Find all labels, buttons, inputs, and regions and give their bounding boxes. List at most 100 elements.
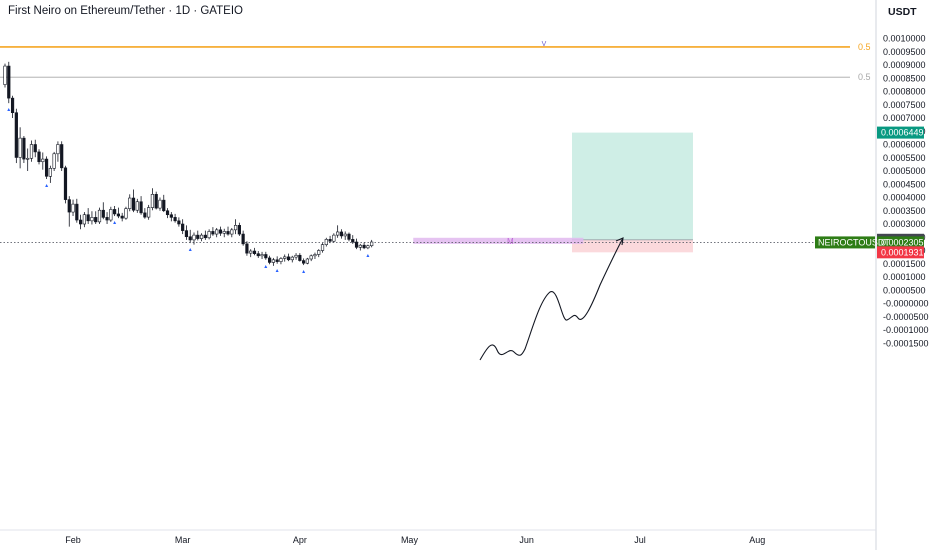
candle[interactable]	[215, 229, 219, 235]
candle[interactable]	[286, 256, 291, 261]
candle[interactable]	[199, 234, 204, 239]
candle[interactable]	[90, 217, 94, 222]
candle[interactable]	[294, 254, 298, 258]
candle[interactable]	[135, 201, 139, 211]
candle[interactable]	[298, 254, 302, 261]
candle[interactable]	[116, 213, 120, 217]
axis-currency-label[interactable]: USDT	[888, 6, 917, 18]
candle[interactable]	[18, 137, 22, 158]
candle[interactable]	[196, 234, 200, 239]
candle[interactable]	[309, 255, 313, 260]
candle[interactable]	[336, 231, 340, 236]
candle[interactable]	[3, 65, 7, 85]
candle[interactable]	[169, 214, 173, 218]
candle[interactable]	[14, 112, 18, 158]
candle[interactable]	[192, 234, 196, 241]
candle[interactable]	[105, 217, 109, 221]
candle[interactable]	[203, 234, 207, 239]
candle[interactable]	[233, 225, 238, 231]
candle[interactable]	[279, 258, 283, 262]
candle[interactable]	[101, 209, 105, 218]
candle[interactable]	[267, 257, 272, 263]
projection-path[interactable]	[479, 237, 624, 361]
candle[interactable]	[60, 144, 64, 169]
candle[interactable]	[22, 137, 26, 160]
candle[interactable]	[71, 203, 75, 213]
candle[interactable]	[256, 253, 260, 257]
range-box[interactable]	[413, 237, 584, 244]
candle[interactable]	[328, 239, 332, 242]
candle[interactable]	[56, 144, 60, 155]
candle[interactable]	[147, 207, 151, 218]
candle[interactable]	[264, 254, 268, 259]
candle[interactable]	[173, 217, 177, 222]
candle[interactable]	[324, 239, 328, 245]
candle[interactable]	[366, 245, 370, 249]
candle[interactable]	[143, 212, 147, 218]
candle[interactable]	[63, 167, 68, 200]
candle[interactable]	[320, 244, 325, 251]
candle[interactable]	[131, 197, 136, 211]
candle[interactable]	[351, 239, 355, 243]
candle[interactable]	[339, 231, 344, 237]
candle[interactable]	[150, 194, 155, 208]
candle[interactable]	[41, 158, 45, 163]
candle[interactable]	[358, 244, 362, 248]
candle[interactable]	[343, 233, 347, 237]
candle[interactable]	[271, 259, 275, 263]
candle[interactable]	[113, 209, 117, 215]
candle[interactable]	[162, 199, 166, 212]
candle[interactable]	[184, 230, 189, 238]
candle[interactable]	[283, 256, 287, 259]
candle[interactable]	[317, 250, 321, 255]
candle[interactable]	[207, 231, 211, 239]
candle[interactable]	[226, 231, 230, 235]
candle[interactable]	[260, 254, 264, 257]
candle[interactable]	[75, 203, 79, 221]
candle[interactable]	[218, 229, 223, 234]
candle[interactable]	[188, 236, 192, 241]
candle[interactable]	[120, 215, 124, 219]
candle[interactable]	[354, 241, 359, 248]
candle[interactable]	[313, 254, 317, 257]
candle[interactable]	[230, 229, 234, 235]
candle[interactable]	[158, 199, 162, 209]
candle[interactable]	[29, 144, 34, 159]
candle[interactable]	[124, 208, 128, 219]
candle[interactable]	[332, 234, 336, 242]
stop-zone[interactable]	[572, 239, 693, 253]
candle[interactable]	[10, 97, 15, 113]
candle[interactable]	[94, 217, 98, 223]
candle[interactable]	[139, 201, 143, 214]
candle[interactable]	[26, 157, 30, 160]
candle[interactable]	[7, 65, 11, 99]
candle[interactable]	[370, 241, 374, 247]
candle[interactable]	[79, 219, 83, 225]
target-zone[interactable]	[572, 132, 693, 240]
candle[interactable]	[37, 151, 41, 163]
candle[interactable]	[290, 256, 294, 261]
candle[interactable]	[362, 244, 366, 249]
candle[interactable]	[52, 153, 56, 169]
candle[interactable]	[252, 250, 257, 254]
candle[interactable]	[67, 199, 71, 213]
candle[interactable]	[241, 233, 245, 245]
candle[interactable]	[222, 231, 226, 234]
candle[interactable]	[128, 197, 132, 209]
candle[interactable]	[33, 144, 37, 153]
candle[interactable]	[165, 210, 170, 216]
candle[interactable]	[305, 258, 310, 264]
candle[interactable]	[211, 231, 215, 235]
candle[interactable]	[249, 250, 253, 254]
candle[interactable]	[181, 223, 185, 231]
candle[interactable]	[48, 168, 52, 177]
candle[interactable]	[154, 194, 158, 209]
candle[interactable]	[347, 233, 351, 240]
candle[interactable]	[237, 225, 241, 235]
candle[interactable]	[302, 260, 306, 264]
candle[interactable]	[44, 158, 49, 177]
candle[interactable]	[109, 209, 113, 221]
candle[interactable]	[82, 214, 86, 225]
candle[interactable]	[86, 214, 90, 222]
